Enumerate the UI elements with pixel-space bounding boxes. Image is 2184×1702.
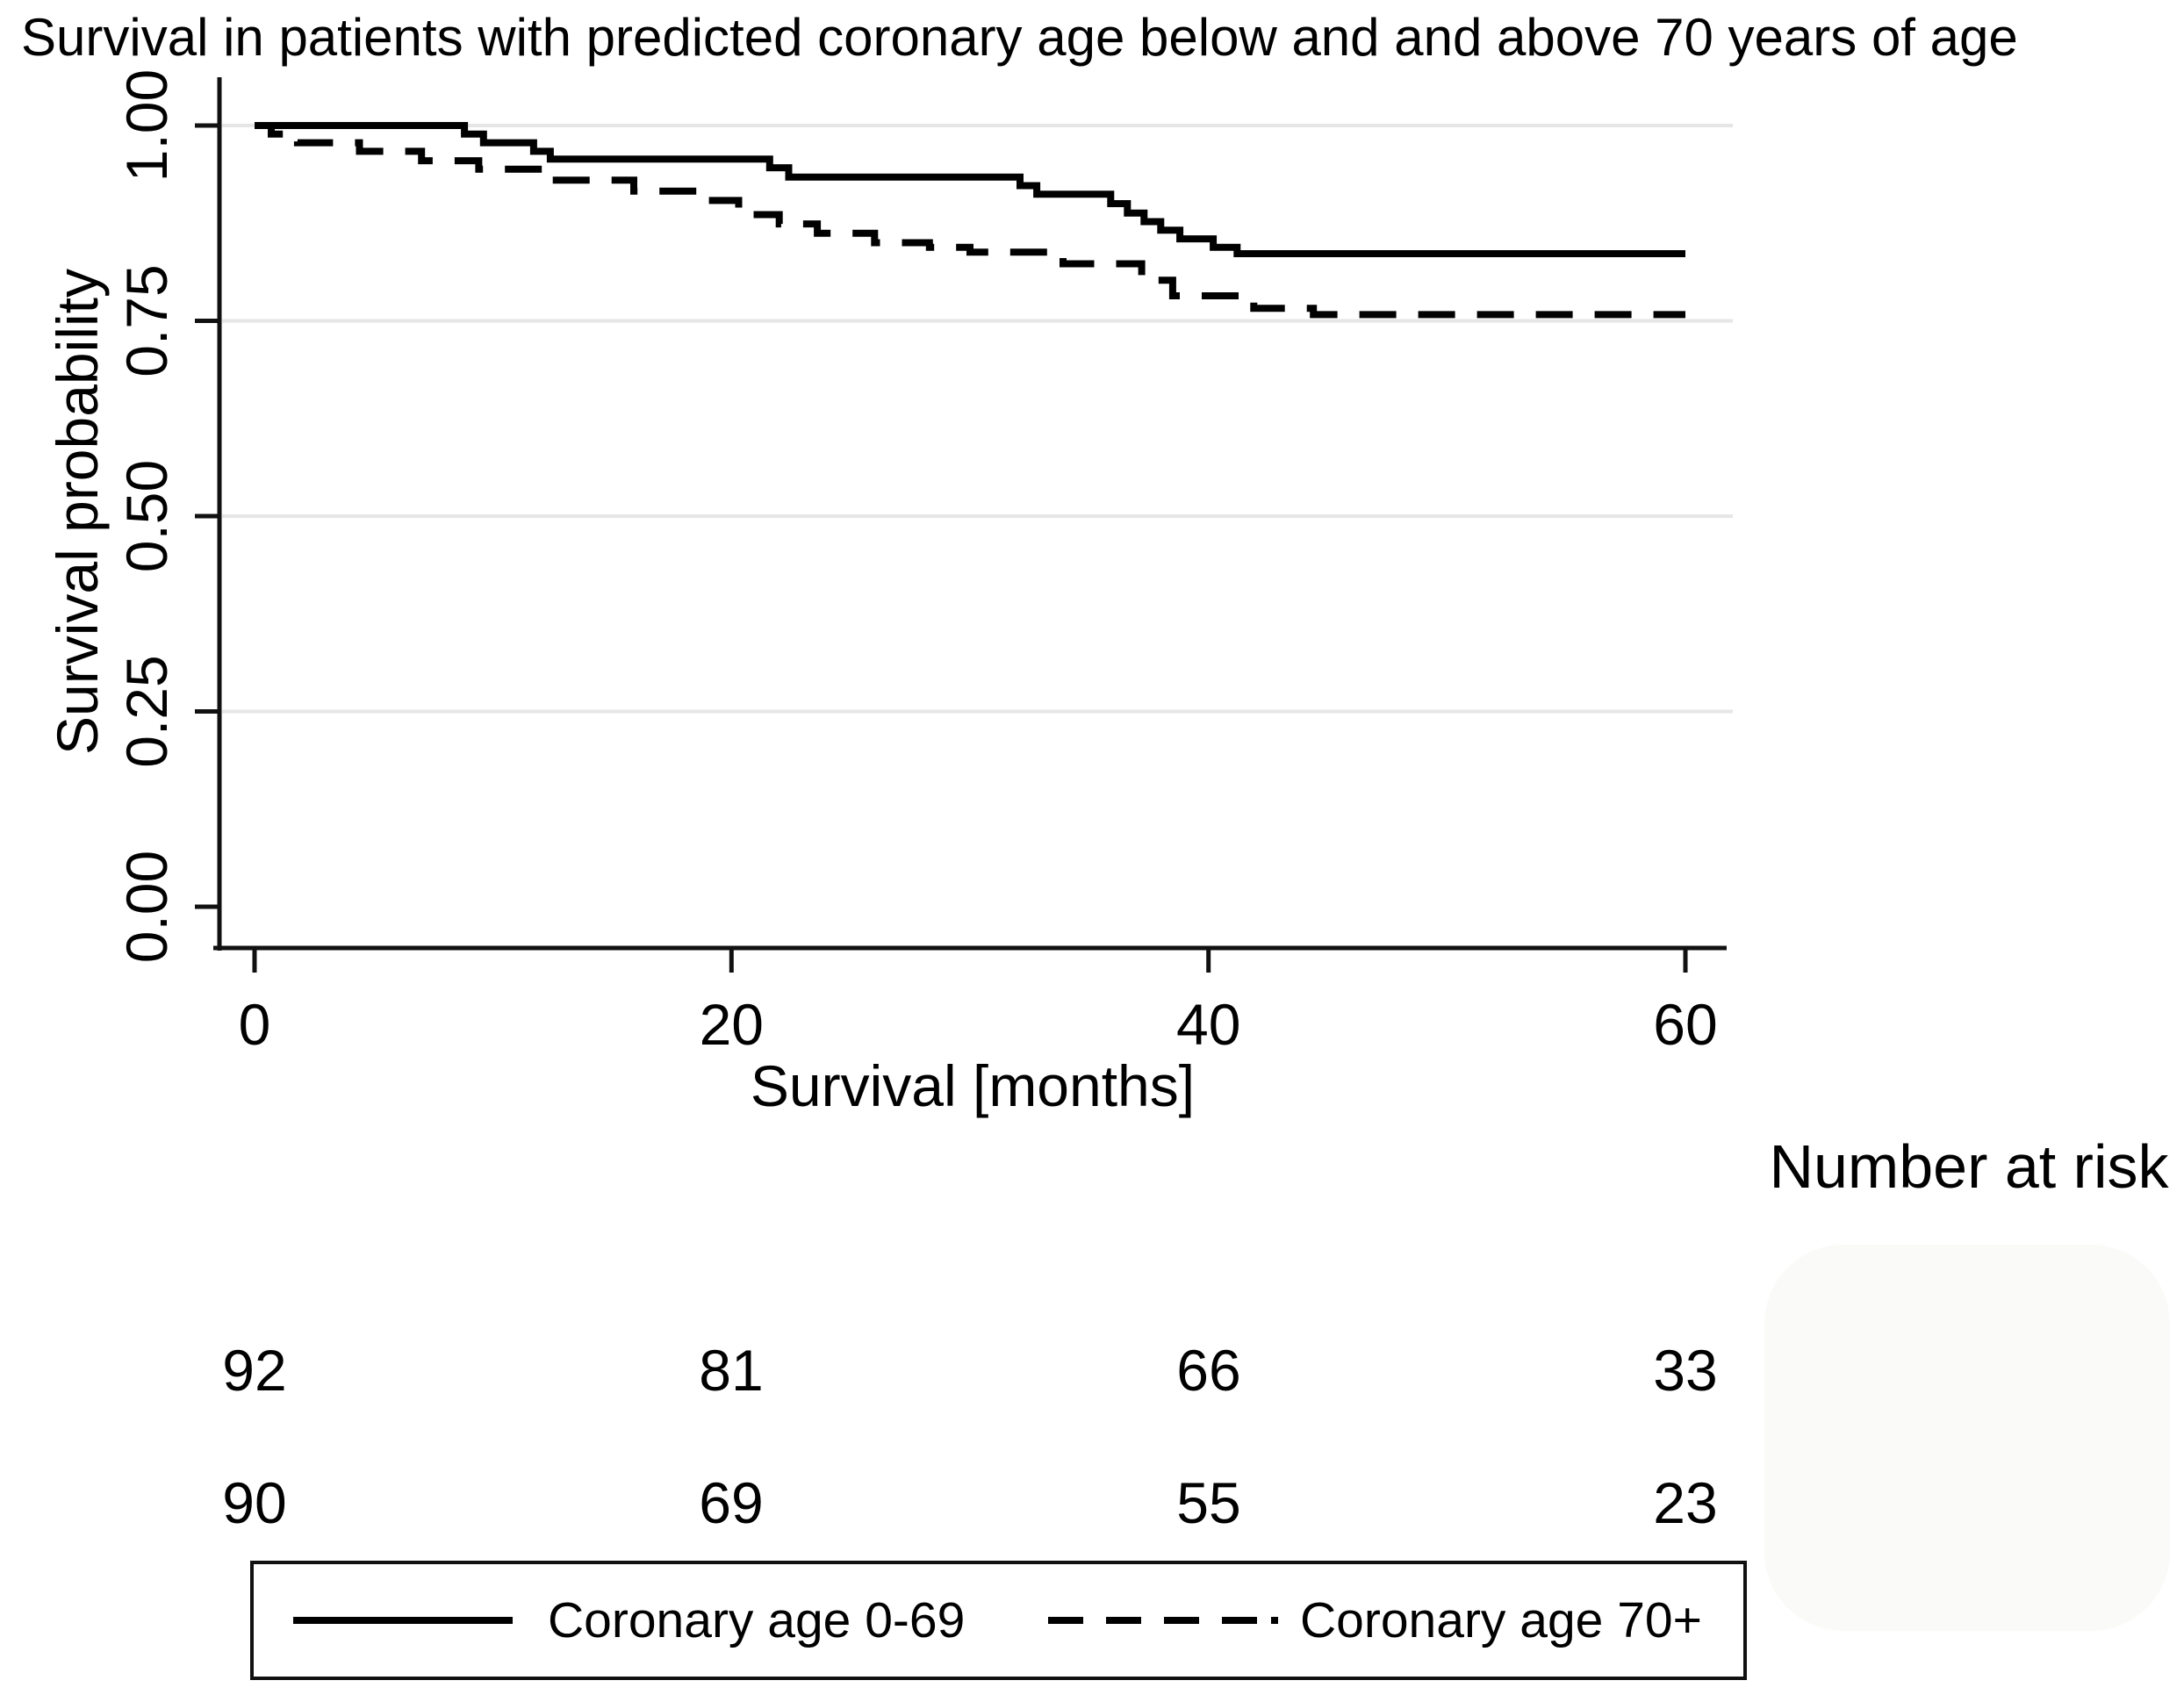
- survival-curve-solid: [255, 122, 1685, 257]
- legend-solid-line-icon: [293, 1617, 513, 1624]
- risk-count-group2-t60: 23: [1653, 1470, 1718, 1535]
- risk-count-group1-t20: 81: [699, 1338, 764, 1403]
- legend-box: Coronary age 0-69 Coronary age 70+: [250, 1561, 1747, 1680]
- x-tick-label: 0: [239, 992, 271, 1057]
- background-watermark-blob: [1764, 1245, 2170, 1631]
- risk-count-group1-t60: 33: [1653, 1338, 1718, 1403]
- x-tick-label: 60: [1653, 992, 1717, 1057]
- risk-count-group1-t0: 92: [222, 1338, 287, 1403]
- survival-curve-dashed: [255, 122, 1685, 319]
- risk-count-group2-t0: 90: [222, 1470, 287, 1535]
- legend-entry-coronary-age-0-69: Coronary age 0-69: [548, 1592, 966, 1648]
- legend-entry-coronary-age-70plus: Coronary age 70+: [1300, 1592, 1702, 1648]
- x-axis-title: Survival [months]: [750, 1053, 1196, 1118]
- number-at-risk-label: Number at risk: [1769, 1132, 2169, 1201]
- risk-count-group1-t40: 66: [1176, 1338, 1241, 1403]
- y-tick-label: 0.25: [114, 655, 179, 767]
- x-tick-label: 20: [700, 992, 764, 1057]
- y-tick-label: 0.75: [114, 264, 179, 377]
- y-axis-title: Survival probability: [45, 269, 110, 755]
- risk-count-group2-t40: 55: [1176, 1470, 1241, 1535]
- y-tick-label: 0.50: [114, 460, 179, 572]
- y-tick-label: 0.00: [114, 851, 179, 963]
- y-tick-label: 1.00: [114, 69, 179, 182]
- x-tick-label: 40: [1176, 992, 1240, 1057]
- legend-dashed-line-icon: [1048, 1617, 1278, 1624]
- chart-title: Survival in patients with predicted coro…: [21, 8, 2018, 67]
- risk-count-group2-t20: 69: [699, 1470, 764, 1535]
